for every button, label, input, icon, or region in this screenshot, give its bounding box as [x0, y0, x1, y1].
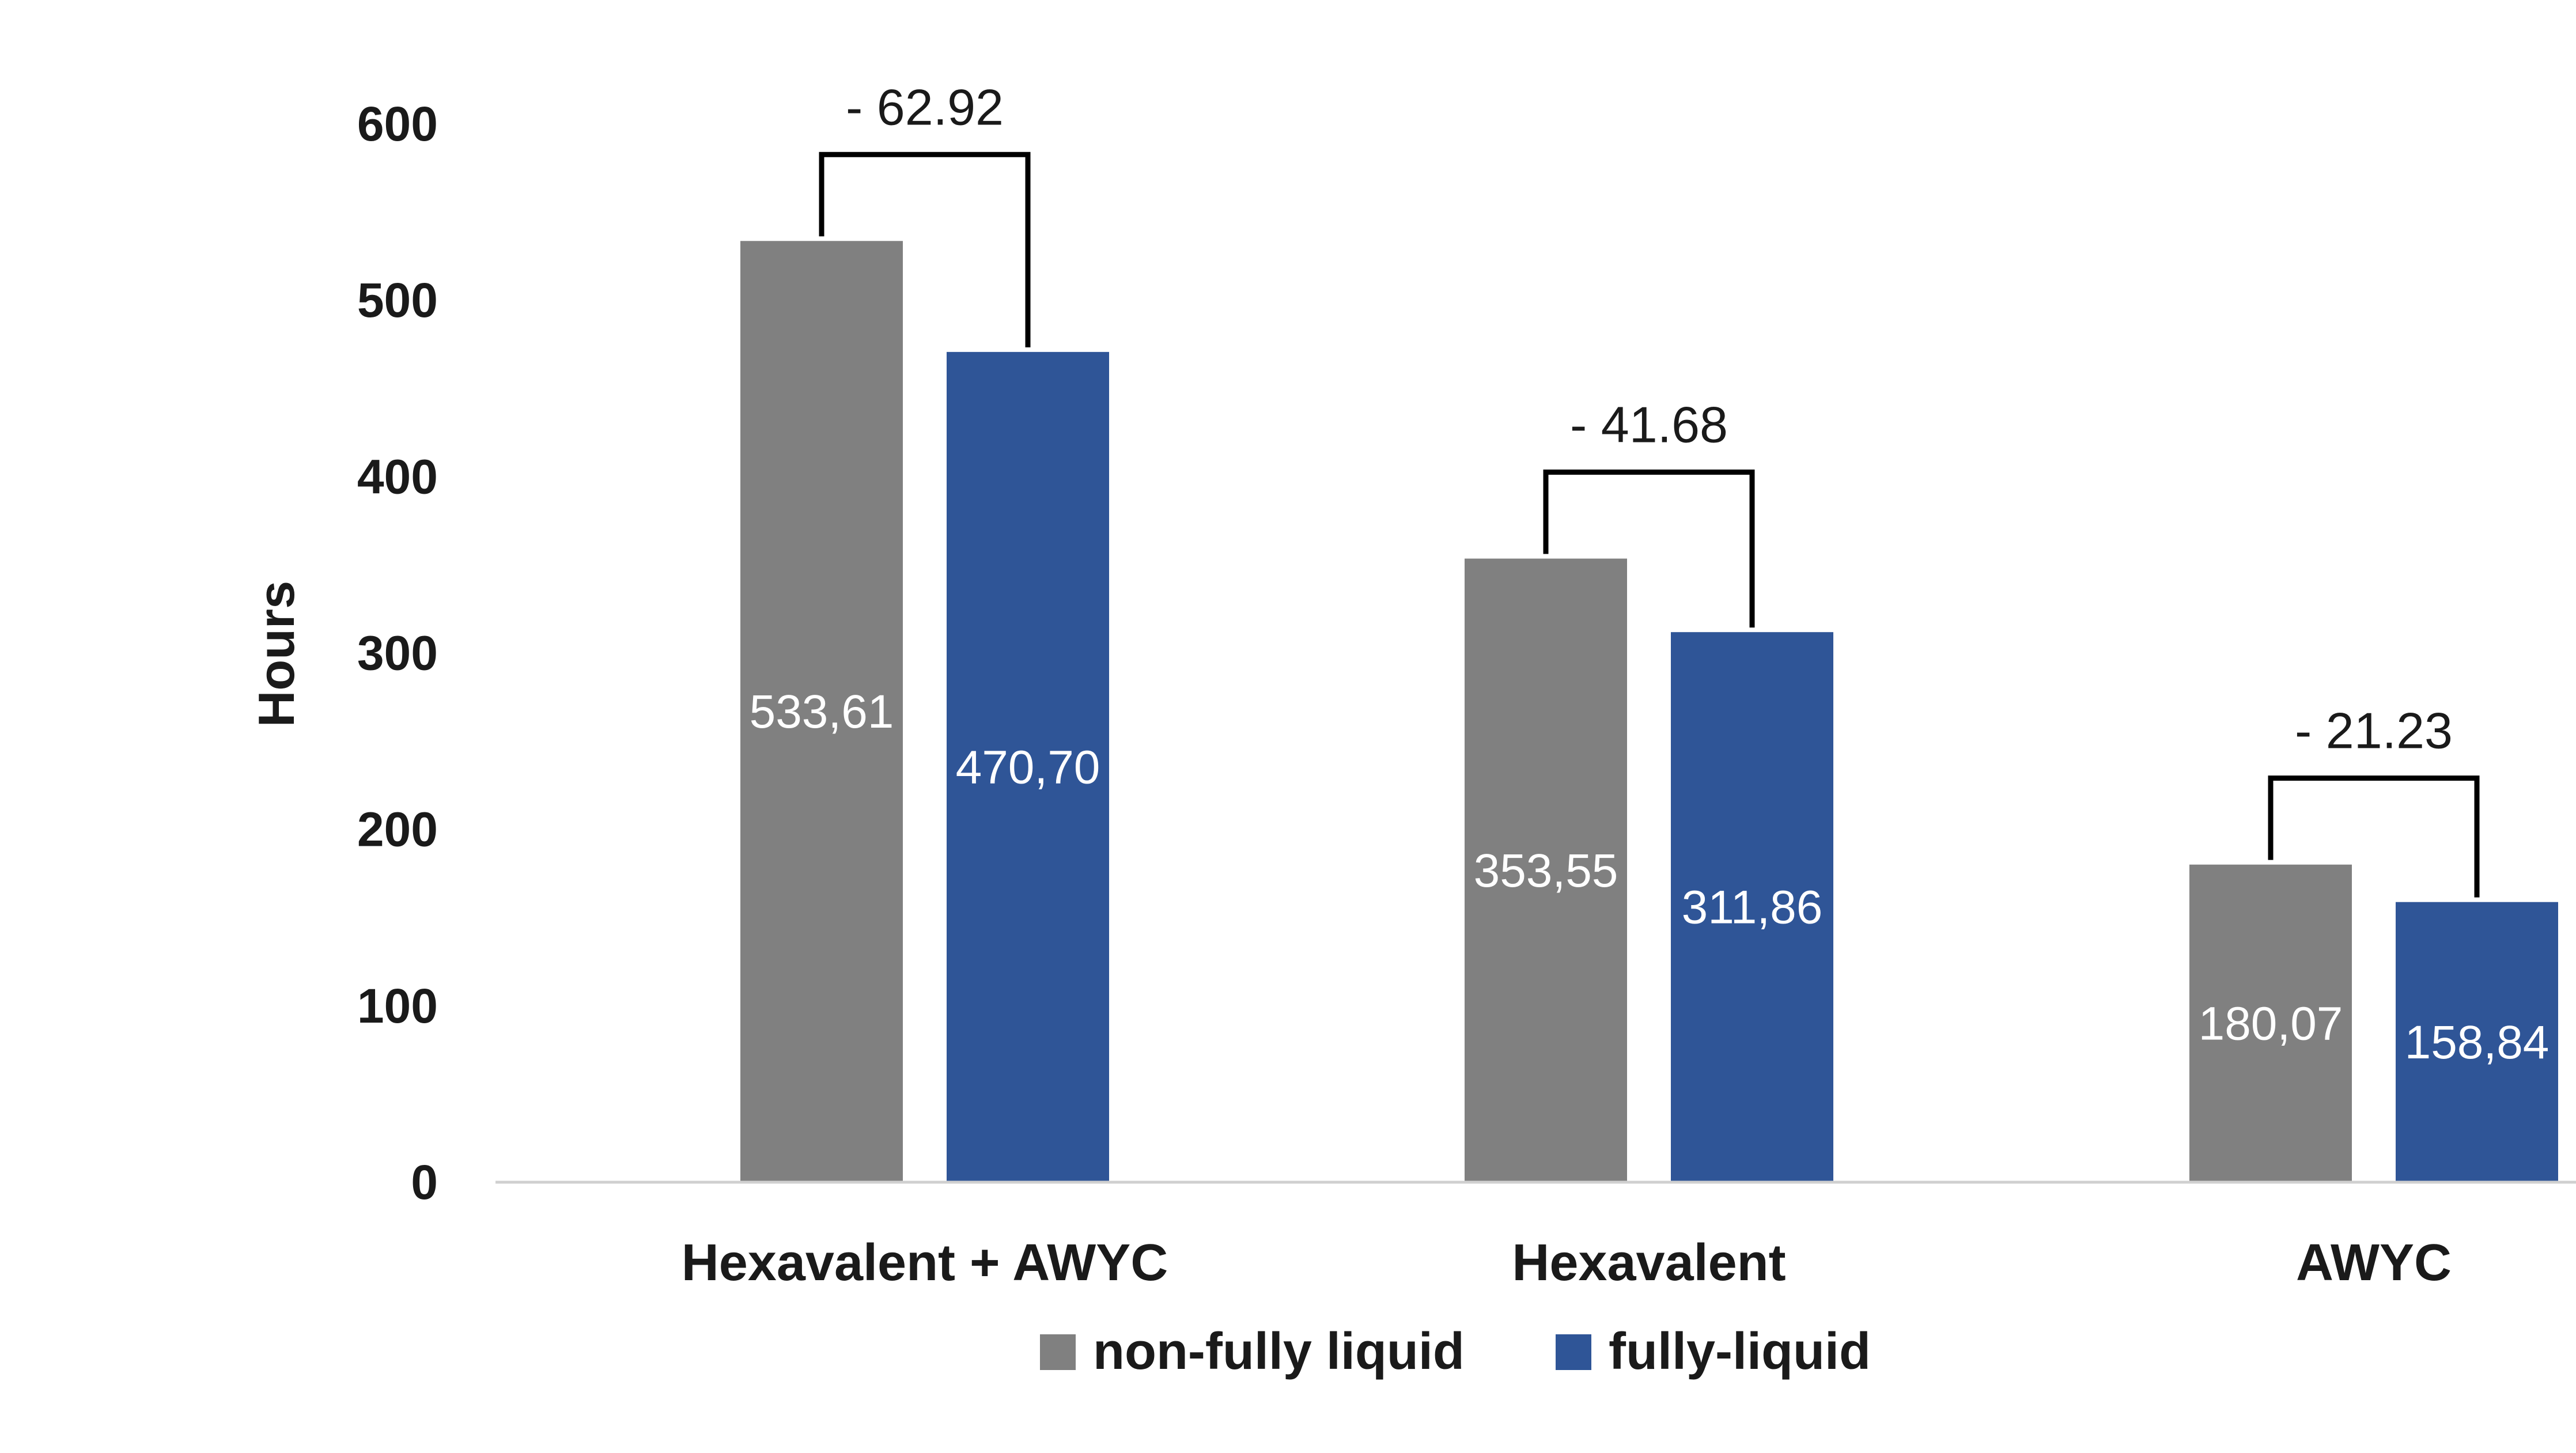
data-label: 533,61 [750, 686, 894, 738]
legend-label: non-fully liquid [1093, 1323, 1465, 1380]
data-label: 470,70 [956, 741, 1100, 793]
difference-label: - 62.92 [846, 78, 1004, 135]
legend-swatch [1040, 1334, 1076, 1370]
y-tick-label: 300 [357, 626, 438, 680]
y-tick-label: 0 [411, 1155, 438, 1209]
bar-non-fully-liquid [2189, 864, 2352, 1182]
legend-label: fully-liquid [1609, 1323, 1871, 1380]
difference-bracket [819, 152, 1031, 347]
bar-fully-liquid [2396, 902, 2558, 1182]
y-axis-title: Hours [248, 581, 305, 727]
data-label: 311,86 [1682, 881, 1823, 934]
bar-non-fully-liquid [1465, 558, 1627, 1182]
y-tick-label: 200 [357, 803, 438, 857]
data-label: 353,55 [1474, 845, 1618, 897]
difference-label: - 21.23 [2295, 702, 2453, 759]
x-category-label: AWYC [2296, 1234, 2452, 1292]
y-tick-label: 400 [357, 449, 438, 504]
difference-label: - 41.68 [1570, 396, 1728, 453]
x-category-label: Hexavalent + AWYC [682, 1234, 1168, 1292]
data-label: 180,07 [2199, 997, 2343, 1050]
data-label: 158,84 [2405, 1016, 2549, 1069]
difference-bracket [2268, 775, 2480, 898]
y-tick-label: 100 [357, 979, 438, 1033]
y-tick-label: 500 [357, 273, 438, 327]
legend-swatch [1556, 1334, 1591, 1370]
difference-bracket [1543, 470, 1755, 628]
bar-non-fully-liquid [740, 241, 903, 1182]
x-category-label: Hexavalent [1512, 1234, 1786, 1292]
y-tick-label: 600 [357, 97, 438, 151]
bar-fully-liquid [1671, 632, 1833, 1182]
bar-fully-liquid [947, 351, 1109, 1182]
